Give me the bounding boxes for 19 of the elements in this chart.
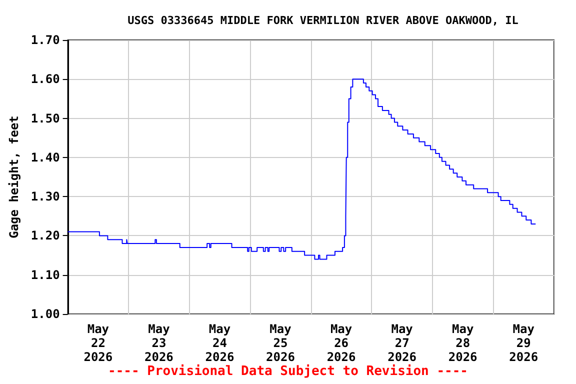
x-tick-label: May 23 2026 [144,322,174,364]
x-tick-label: May 22 2026 [84,322,113,364]
y-tick-label: 1.00 [30,307,60,321]
y-tick-label: 1.20 [30,228,60,243]
x-tick-label: May 29 2026 [509,322,538,364]
x-tick-label: May 24 2026 [205,322,234,364]
y-tick-label: 1.60 [30,72,60,86]
y-tick-label: 1.10 [30,268,60,282]
x-tick-label: May 25 2026 [266,322,295,364]
y-tick-label: 1.70 [30,33,60,47]
text: ---- Provisional Data Subject to Revision ---- [108,364,468,379]
x-tick-label: May 28 2026 [448,322,478,364]
y-tick-label: 1.30 [30,190,60,204]
y-tick-label: 1.40 [30,150,60,164]
y-tick-label: 1.50 [30,111,60,126]
chart-title: USGS 03336645 MIDDLE FORK VERMILION RIVER ABOVE OAKWOOD, IL [128,14,519,27]
x-tick-label: May 26 2026 [326,322,356,364]
x-tick-label: May 27 2026 [388,322,417,364]
y-axis-title: Gage height, feet [7,116,21,238]
